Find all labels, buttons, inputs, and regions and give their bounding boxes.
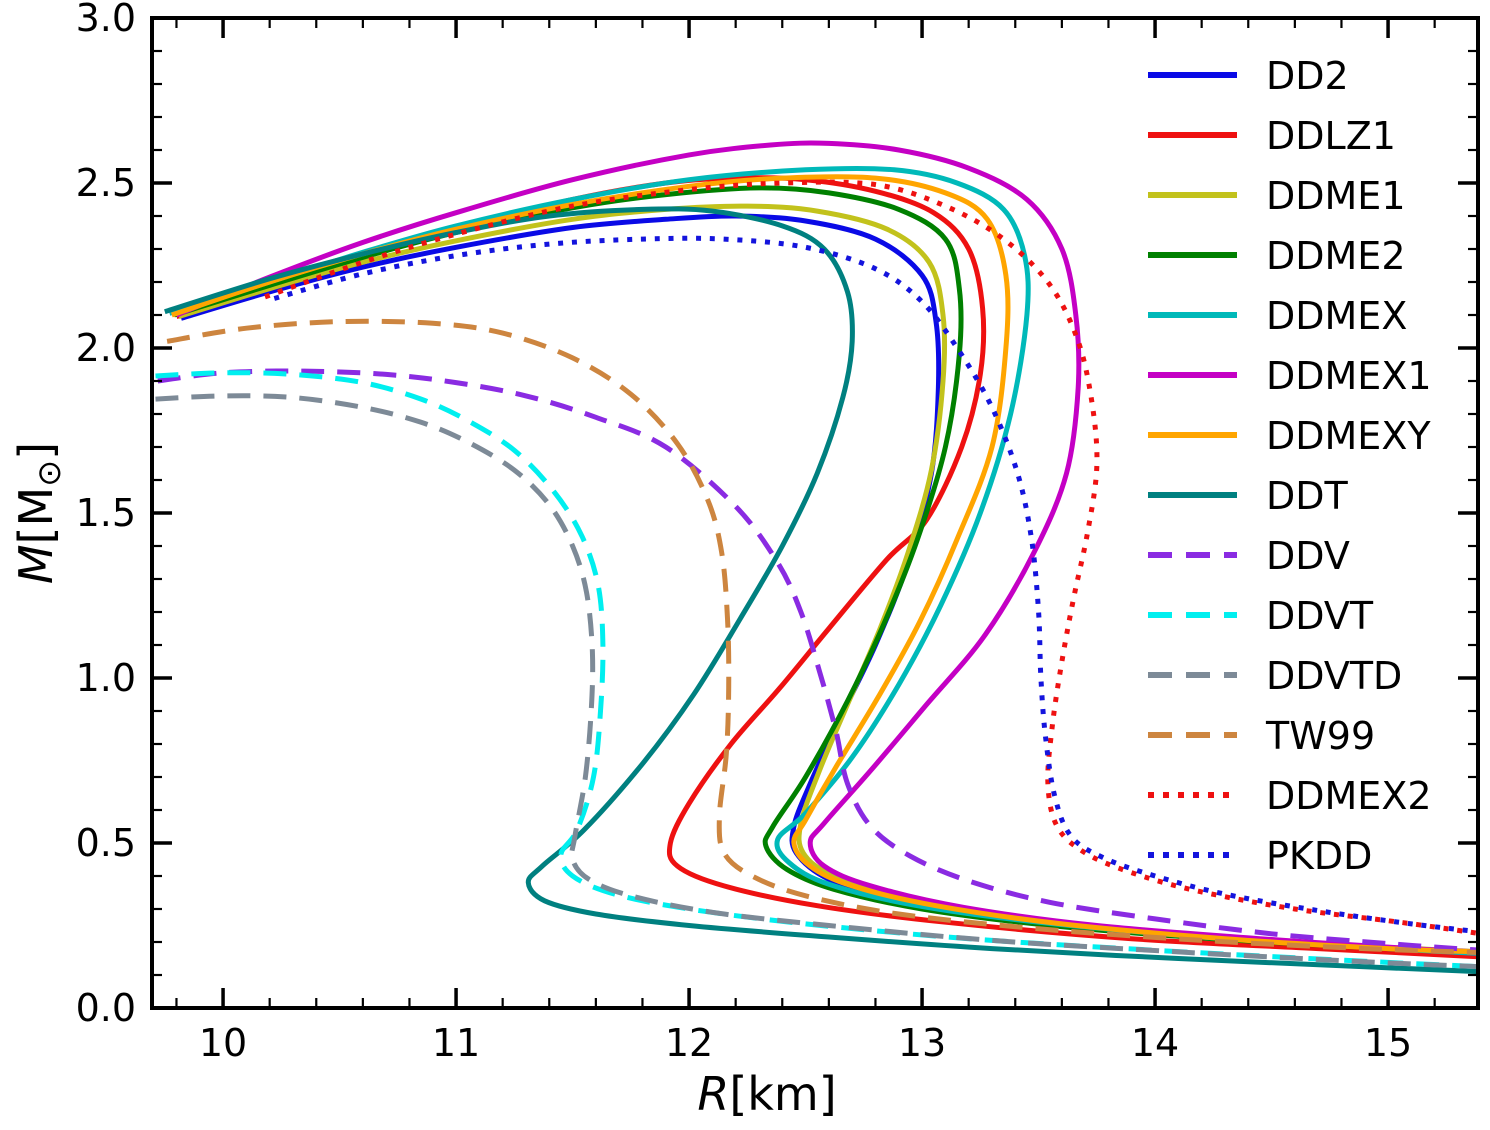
curve-DDMEX1 — [175, 140, 1478, 955]
plot-border — [150, 16, 1480, 1010]
svg-text:12: 12 — [665, 1021, 713, 1065]
curve-DDVT — [155, 370, 1478, 970]
curves — [155, 140, 1478, 975]
legend-item-PKDD: PKDD — [1148, 834, 1372, 878]
x-axis-label: R[km] — [697, 1067, 836, 1121]
legend-item-DDME2: DDME2 — [1148, 234, 1406, 278]
legend-label-DDT: DDT — [1266, 474, 1349, 518]
legend-label-DDV: DDV — [1266, 534, 1350, 578]
y-tick-labels: 0.0 0.5 1.0 1.5 2.0 2.5 3.0 — [76, 0, 136, 1030]
legend-item-DDMEX1: DDMEX1 — [1148, 354, 1432, 398]
svg-text:11: 11 — [432, 1021, 480, 1065]
svg-text:1.5: 1.5 — [76, 491, 136, 535]
svg-text:2.5: 2.5 — [76, 161, 136, 205]
svg-text:10: 10 — [199, 1021, 247, 1065]
svg-text:13: 13 — [898, 1021, 946, 1065]
legend-label-DDMEX1: DDMEX1 — [1266, 354, 1432, 398]
curve-PKDD — [273, 235, 1478, 935]
legend-label-DDMEXY: DDMEXY — [1266, 414, 1431, 458]
svg-text:15: 15 — [1364, 1021, 1412, 1065]
legend-item-DDME1: DDME1 — [1148, 174, 1406, 218]
svg-text:2.0: 2.0 — [76, 326, 136, 370]
curve-DDVTD — [155, 393, 1478, 970]
legend-item-DDMEX2: DDMEX2 — [1148, 774, 1432, 818]
legend-label-DDMEX: DDMEX — [1266, 294, 1407, 338]
legend: DD2 DDLZ1 DDME1 DDME2 DDMEX DDMEX1 DDMEXY DDT DD… — [1148, 54, 1432, 878]
legend-label-DDME2: DDME2 — [1266, 234, 1406, 278]
y-axis-label: M[M⊙] — [9, 442, 68, 584]
legend-item-DDVTD: DDVTD — [1148, 654, 1402, 698]
legend-label-DDVTD: DDVTD — [1266, 654, 1402, 698]
legend-label-DDVT: DDVT — [1266, 594, 1374, 638]
curve-DDMEX2 — [264, 179, 1478, 936]
svg-text:3.0: 3.0 — [76, 0, 136, 40]
legend-label-DDLZ1: DDLZ1 — [1266, 114, 1396, 158]
legend-item-DDMEX: DDMEX — [1148, 294, 1407, 338]
legend-item-TW99: TW99 — [1148, 714, 1375, 758]
svg-text:0.5: 0.5 — [76, 821, 136, 865]
legend-label-DD2: DD2 — [1266, 54, 1349, 98]
legend-item-DDMEXY: DDMEXY — [1148, 414, 1431, 458]
svg-text:0.0: 0.0 — [76, 986, 136, 1030]
legend-item-DDLZ1: DDLZ1 — [1148, 114, 1396, 158]
curve-DDV — [157, 368, 1478, 953]
legend-label-TW99: TW99 — [1265, 714, 1375, 758]
svg-text:1.0: 1.0 — [76, 656, 136, 700]
curve-DDT — [164, 206, 1478, 975]
legend-label-DDMEX2: DDMEX2 — [1266, 774, 1432, 818]
legend-item-DDV: DDV — [1148, 534, 1350, 578]
legend-item-DDVT: DDVT — [1148, 594, 1374, 638]
svg-text:14: 14 — [1131, 1021, 1179, 1065]
legend-label-DDME1: DDME1 — [1266, 174, 1406, 218]
legend-item-DD2: DD2 — [1148, 54, 1349, 98]
legend-item-DDT: DDT — [1148, 474, 1349, 518]
curve-TW99 — [166, 318, 1478, 955]
legend-label-PKDD: PKDD — [1266, 834, 1372, 878]
x-tick-labels: 10 11 12 13 14 15 — [199, 1021, 1412, 1065]
